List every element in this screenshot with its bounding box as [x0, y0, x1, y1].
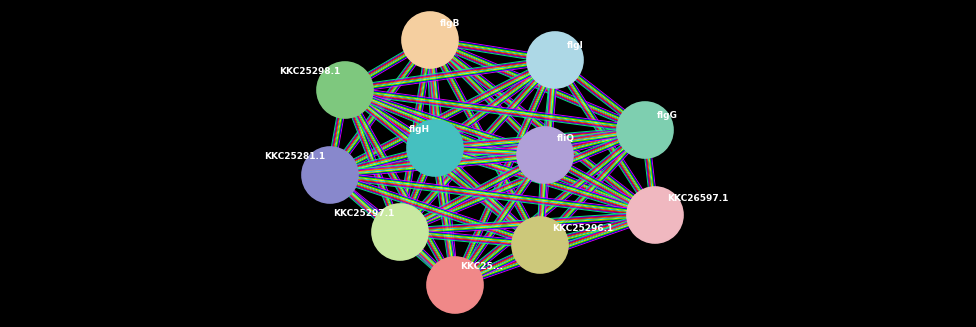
Circle shape — [407, 120, 463, 176]
Text: KKC25296.1: KKC25296.1 — [552, 224, 613, 233]
Text: flgG: flgG — [657, 111, 678, 120]
Circle shape — [302, 147, 358, 203]
Text: flgI: flgI — [567, 41, 584, 50]
Circle shape — [372, 204, 428, 260]
Circle shape — [617, 102, 673, 158]
Text: flgH: flgH — [409, 125, 430, 134]
Circle shape — [317, 62, 373, 118]
Text: KKC25297.1: KKC25297.1 — [334, 209, 395, 218]
Text: fliQ: fliQ — [557, 134, 575, 143]
Circle shape — [627, 187, 683, 243]
Text: KKC26597.1: KKC26597.1 — [667, 194, 728, 203]
Circle shape — [527, 32, 583, 88]
Circle shape — [402, 12, 458, 68]
Text: flgB: flgB — [440, 19, 461, 28]
Text: KKC25281.1: KKC25281.1 — [264, 152, 325, 161]
Text: KKC25...: KKC25... — [460, 262, 503, 271]
Circle shape — [427, 257, 483, 313]
Circle shape — [512, 217, 568, 273]
Text: KKC25298.1: KKC25298.1 — [279, 67, 340, 76]
Circle shape — [517, 127, 573, 183]
